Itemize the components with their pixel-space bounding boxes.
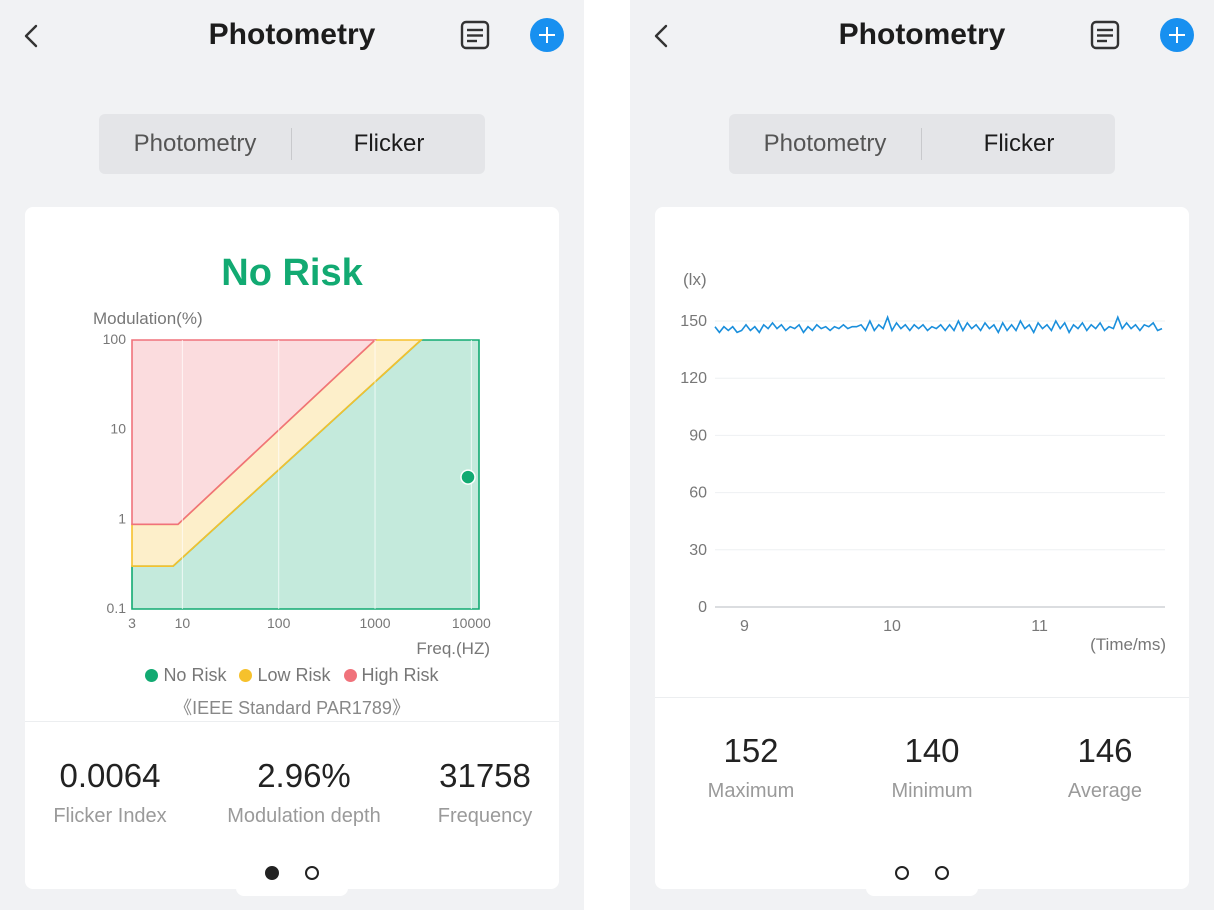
report-icon[interactable] — [459, 19, 491, 51]
x-tick-label: 10 — [883, 618, 901, 635]
standard-label: 《IEEE Standard PAR1789》 — [174, 698, 410, 718]
page-title: Photometry — [208, 18, 376, 51]
y-tick-label: 120 — [680, 370, 707, 387]
page-dot-2[interactable] — [935, 866, 949, 880]
stat-minimum: 140 Minimum — [842, 732, 1022, 803]
mode-tabs: Photometry Flicker — [729, 114, 1115, 174]
y-tick-label: 1 — [118, 510, 126, 526]
add-button[interactable] — [1160, 18, 1194, 52]
page-dot-1[interactable] — [265, 866, 279, 880]
stat-frequency: 31758 Frequency — [395, 757, 575, 828]
tab-flicker[interactable]: Flicker — [353, 130, 425, 157]
risk-level-label: No Risk — [221, 252, 363, 294]
stat-value: 0.0064 — [59, 757, 161, 794]
divider — [655, 697, 1189, 698]
flicker-risk-card: No Risk Modulation(%) 0.1 1 10 100 3 10 100 10… — [25, 207, 559, 889]
legend-item-low-risk: Low Risk — [239, 665, 331, 686]
y-axis-label: (lx) — [683, 270, 707, 289]
x-axis-label: (Time/ms) — [1090, 635, 1166, 654]
page-dot-2[interactable] — [305, 866, 319, 880]
high-risk-dot-icon — [343, 669, 357, 682]
legend-label: High Risk — [361, 665, 439, 685]
waveform-card: (lx) 0 30 60 90 120 150 9 10 11 (Time/ms) 152 M… — [655, 207, 1189, 889]
measurement-point — [460, 469, 476, 485]
legend-item-high-risk: High Risk — [343, 665, 439, 686]
stat-label: Frequency — [437, 805, 533, 827]
chevron-left-icon[interactable] — [648, 22, 676, 50]
legend-item-no-risk: No Risk — [145, 665, 226, 686]
tab-divider — [291, 128, 292, 160]
y-axis-label: Modulation(%) — [93, 309, 203, 328]
page-title: Photometry — [838, 18, 1006, 51]
stat-maximum: 152 Maximum — [661, 732, 841, 803]
waveform-chart: (lx) 0 30 60 90 120 150 9 10 11 (Time/ms) — [680, 270, 1166, 654]
stat-value: 152 — [723, 732, 779, 769]
report-icon[interactable] — [1089, 19, 1121, 51]
legend-label: Low Risk — [257, 665, 331, 685]
x-tick-label: 10000 — [452, 615, 491, 631]
tab-photometry[interactable]: Photometry — [763, 130, 887, 157]
flicker-waveform-screen: Photometry Photometry Flicker (lx) 0 30 60… — [630, 0, 1214, 910]
stat-value: 146 — [1077, 732, 1133, 769]
y-tick-label: 90 — [689, 427, 707, 444]
no-risk-dot-icon — [145, 669, 159, 682]
page-indicator — [866, 852, 978, 896]
stat-flicker-index: 0.0064 Flicker Index — [20, 757, 200, 828]
stat-label: Flicker Index — [53, 805, 167, 827]
x-tick-label: 100 — [267, 615, 291, 631]
page-dot-1[interactable] — [895, 866, 909, 880]
y-tick-label: 0 — [698, 599, 707, 616]
x-tick-label: 1000 — [359, 615, 390, 631]
risk-legend: No Risk Low Risk High Risk — [25, 665, 559, 686]
stat-label: Maximum — [707, 780, 795, 802]
legend-label: No Risk — [163, 665, 227, 685]
divider — [25, 721, 559, 722]
add-button[interactable] — [530, 18, 564, 52]
chevron-left-icon[interactable] — [18, 22, 46, 50]
x-axis-label: Freq.(HZ) — [416, 639, 490, 658]
page-indicator — [236, 852, 348, 896]
x-tick-label: 9 — [740, 618, 749, 635]
y-tick-label: 0.1 — [107, 600, 127, 616]
tab-photometry[interactable]: Photometry — [133, 130, 257, 157]
region-high-risk — [131, 339, 378, 526]
stat-value: 140 — [904, 732, 960, 769]
stat-value: 2.96% — [257, 757, 351, 794]
x-tick-label: 3 — [128, 615, 136, 631]
x-tick-label: 11 — [1031, 618, 1048, 635]
y-tick-label: 60 — [689, 485, 707, 502]
stat-value: 31758 — [439, 757, 531, 794]
y-tick-label: 100 — [103, 331, 127, 347]
low-risk-dot-icon — [239, 669, 253, 682]
y-tick-label: 30 — [689, 542, 707, 559]
stat-average: 146 Average — [1015, 732, 1195, 803]
tab-flicker[interactable]: Flicker — [983, 130, 1055, 157]
mode-tabs: Photometry Flicker — [99, 114, 485, 174]
stat-label: Modulation depth — [227, 805, 381, 827]
flicker-risk-screen: Photometry Photometry Flicker No Risk Mo… — [0, 0, 584, 910]
stat-label: Average — [1067, 780, 1143, 802]
y-tick-label: 150 — [680, 313, 707, 330]
stat-label: Minimum — [891, 780, 973, 802]
tab-divider — [921, 128, 922, 160]
series-line — [714, 314, 1163, 335]
x-tick-label: 10 — [175, 615, 191, 631]
stat-modulation-depth: 2.96% Modulation depth — [214, 757, 394, 828]
y-tick-label: 10 — [110, 421, 126, 437]
